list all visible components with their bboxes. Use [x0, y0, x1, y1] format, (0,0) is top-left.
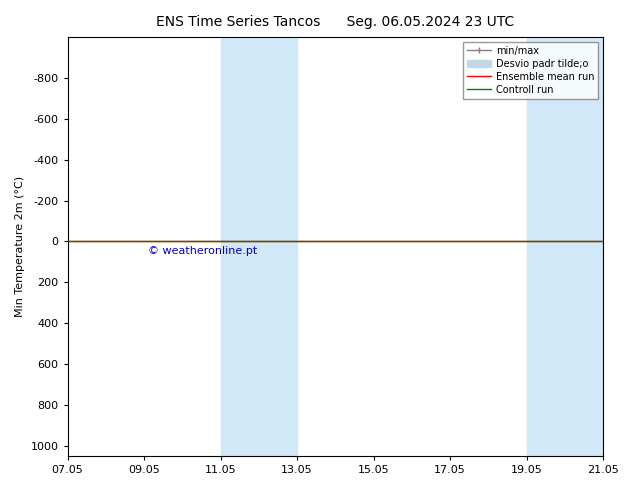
Title: ENS Time Series Tancos      Seg. 06.05.2024 23 UTC: ENS Time Series Tancos Seg. 06.05.2024 2… [156, 15, 514, 29]
Text: © weatheronline.pt: © weatheronline.pt [148, 245, 257, 256]
Bar [221, 37, 297, 456]
Legend: min/max, Desvio padr tilde;o, Ensemble mean run, Controll run: min/max, Desvio padr tilde;o, Ensemble m… [463, 42, 598, 98]
Y-axis label: Min Temperature 2m (°C): Min Temperature 2m (°C) [15, 176, 25, 317]
Bar [527, 37, 603, 456]
